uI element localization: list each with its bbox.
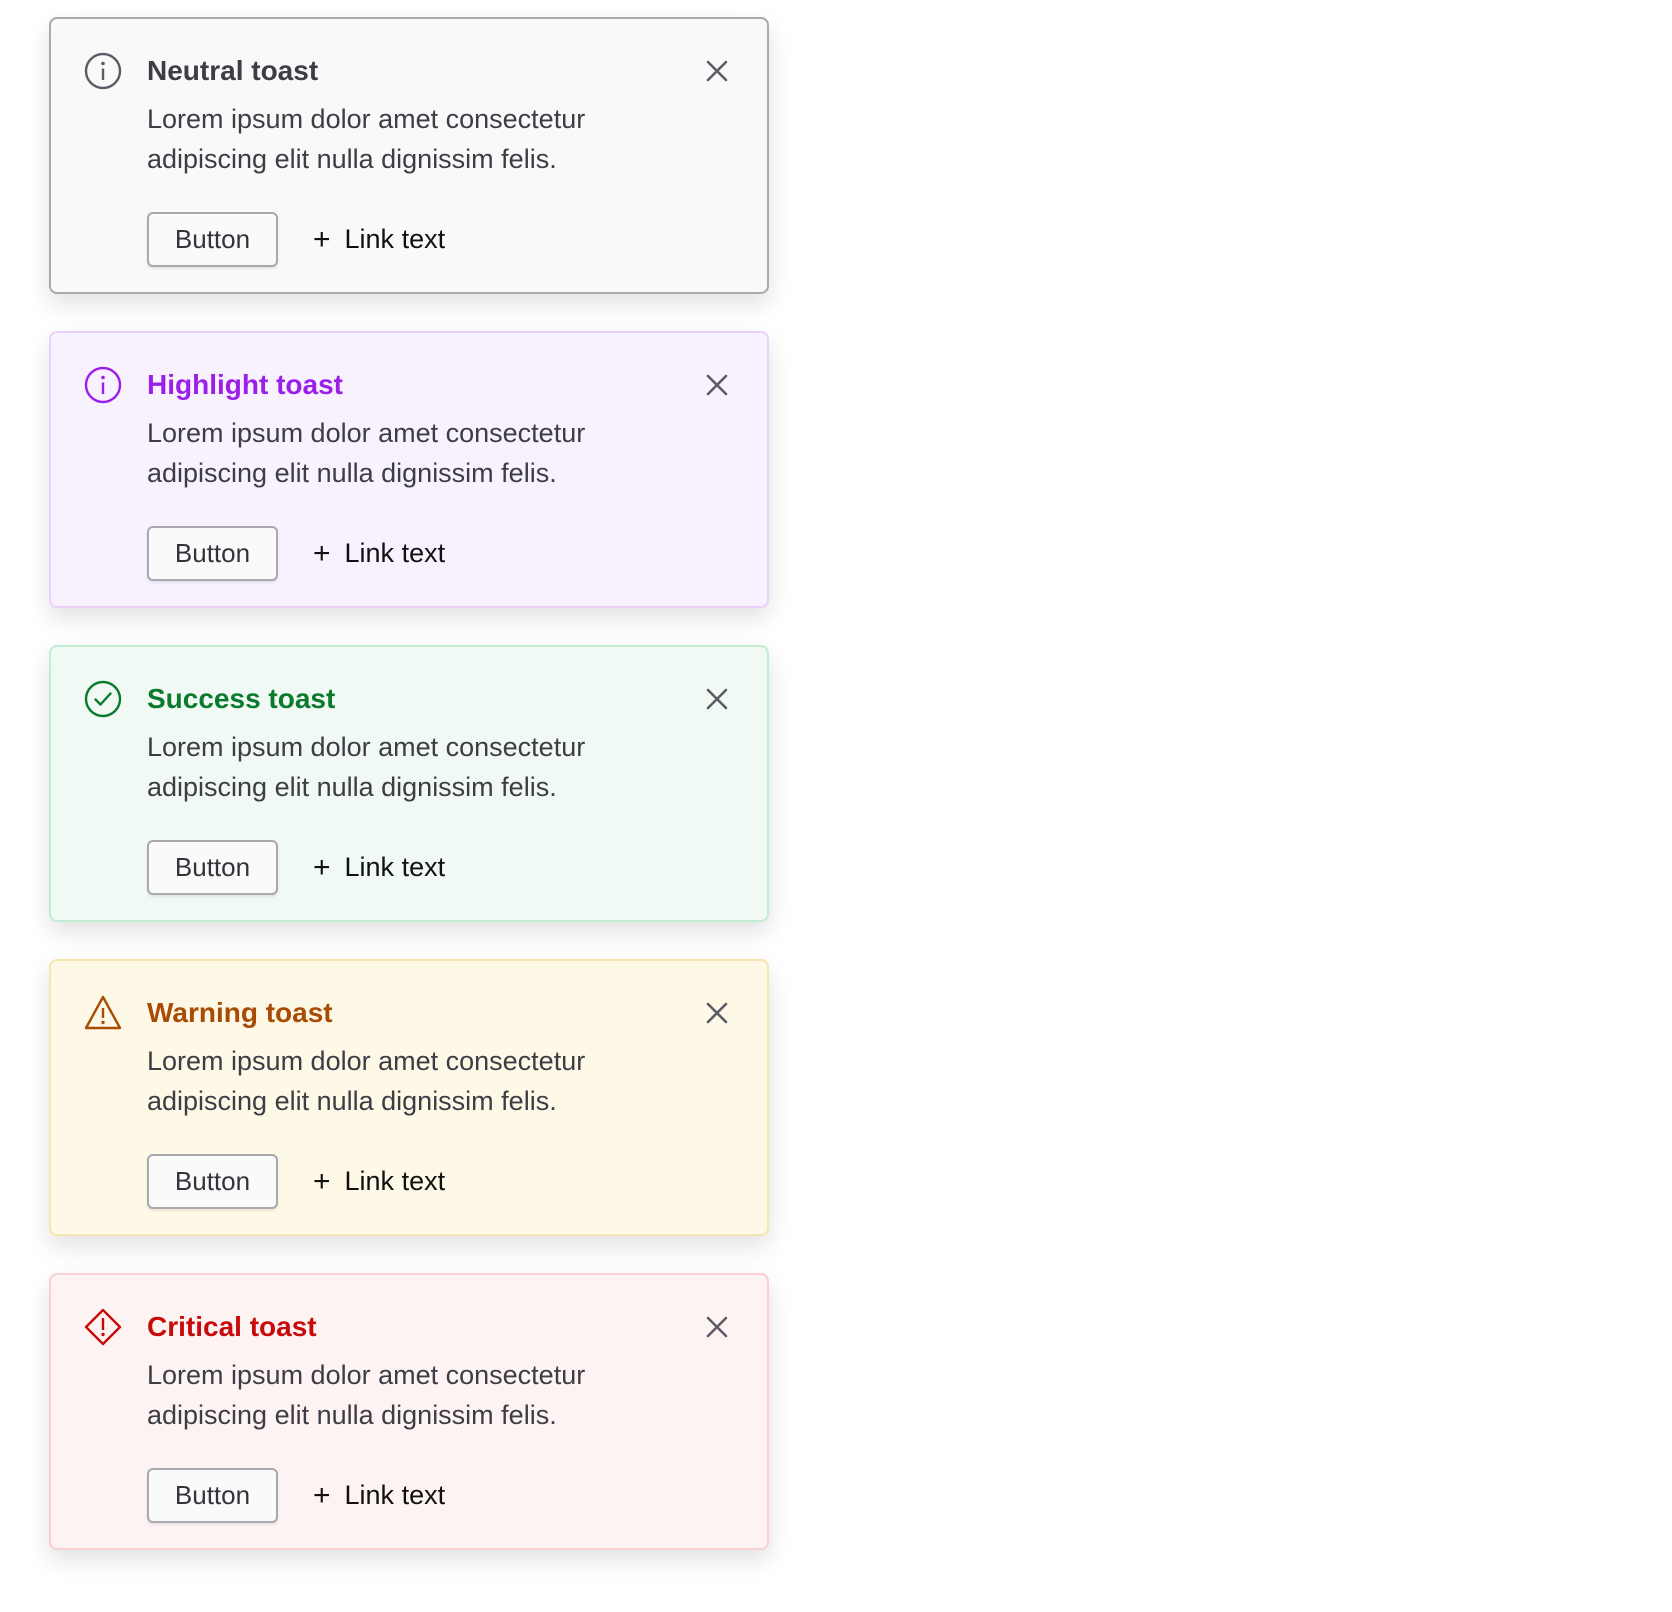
toast-action-button[interactable]: Button <box>147 1468 278 1523</box>
toast-action-button[interactable]: Button <box>147 1154 278 1209</box>
toast-success: Success toast Lorem ipsum dolor amet con… <box>49 645 769 922</box>
toast-message: Lorem ipsum dolor amet consectetur adipi… <box>147 1046 586 1116</box>
toast-neutral: Neutral toast Lorem ipsum dolor amet con… <box>49 17 769 294</box>
toast-title: Neutral toast <box>147 55 319 86</box>
close-icon[interactable] <box>699 995 735 1031</box>
toast-link[interactable]: + Link text <box>313 1154 445 1209</box>
close-icon[interactable] <box>699 53 735 89</box>
info-icon <box>83 51 123 91</box>
toast-message: Lorem ipsum dolor amet consectetur adipi… <box>147 1360 586 1430</box>
close-icon[interactable] <box>699 681 735 717</box>
plus-icon: + <box>313 1164 331 1198</box>
check-circle-icon <box>83 679 123 719</box>
toast-message: Lorem ipsum dolor amet consectetur adipi… <box>147 732 586 802</box>
toast-action-button[interactable]: Button <box>147 840 278 895</box>
toast-title: Warning toast <box>147 997 333 1028</box>
plus-icon: + <box>313 222 331 256</box>
toast-message: Lorem ipsum dolor amet consectetur adipi… <box>147 418 586 488</box>
toast-title: Critical toast <box>147 1311 317 1342</box>
link-label: Link text <box>344 1480 446 1510</box>
toast-highlight: Highlight toast Lorem ipsum dolor amet c… <box>49 331 769 608</box>
toast-link[interactable]: + Link text <box>313 840 445 895</box>
toast-action-button[interactable]: Button <box>147 526 278 581</box>
toast-message: Lorem ipsum dolor amet consectetur adipi… <box>147 104 586 174</box>
toast-action-button[interactable]: Button <box>147 212 278 267</box>
toast-title: Highlight toast <box>147 369 343 400</box>
info-icon <box>83 365 123 405</box>
warning-triangle-icon <box>83 993 123 1033</box>
plus-icon: + <box>313 536 331 570</box>
link-label: Link text <box>344 224 446 254</box>
toast-link[interactable]: + Link text <box>313 526 445 581</box>
close-icon[interactable] <box>699 1309 735 1345</box>
plus-icon: + <box>313 1478 331 1512</box>
toast-link[interactable]: + Link text <box>313 212 445 267</box>
plus-icon: + <box>313 850 331 884</box>
toast-critical: Critical toast Lorem ipsum dolor amet co… <box>49 1273 769 1550</box>
link-label: Link text <box>344 852 446 882</box>
link-label: Link text <box>344 538 446 568</box>
toast-warning: Warning toast Lorem ipsum dolor amet con… <box>49 959 769 1236</box>
toast-title: Success toast <box>147 683 336 714</box>
critical-diamond-icon <box>83 1307 123 1347</box>
toast-link[interactable]: + Link text <box>313 1468 445 1523</box>
close-icon[interactable] <box>699 367 735 403</box>
link-label: Link text <box>344 1166 446 1196</box>
